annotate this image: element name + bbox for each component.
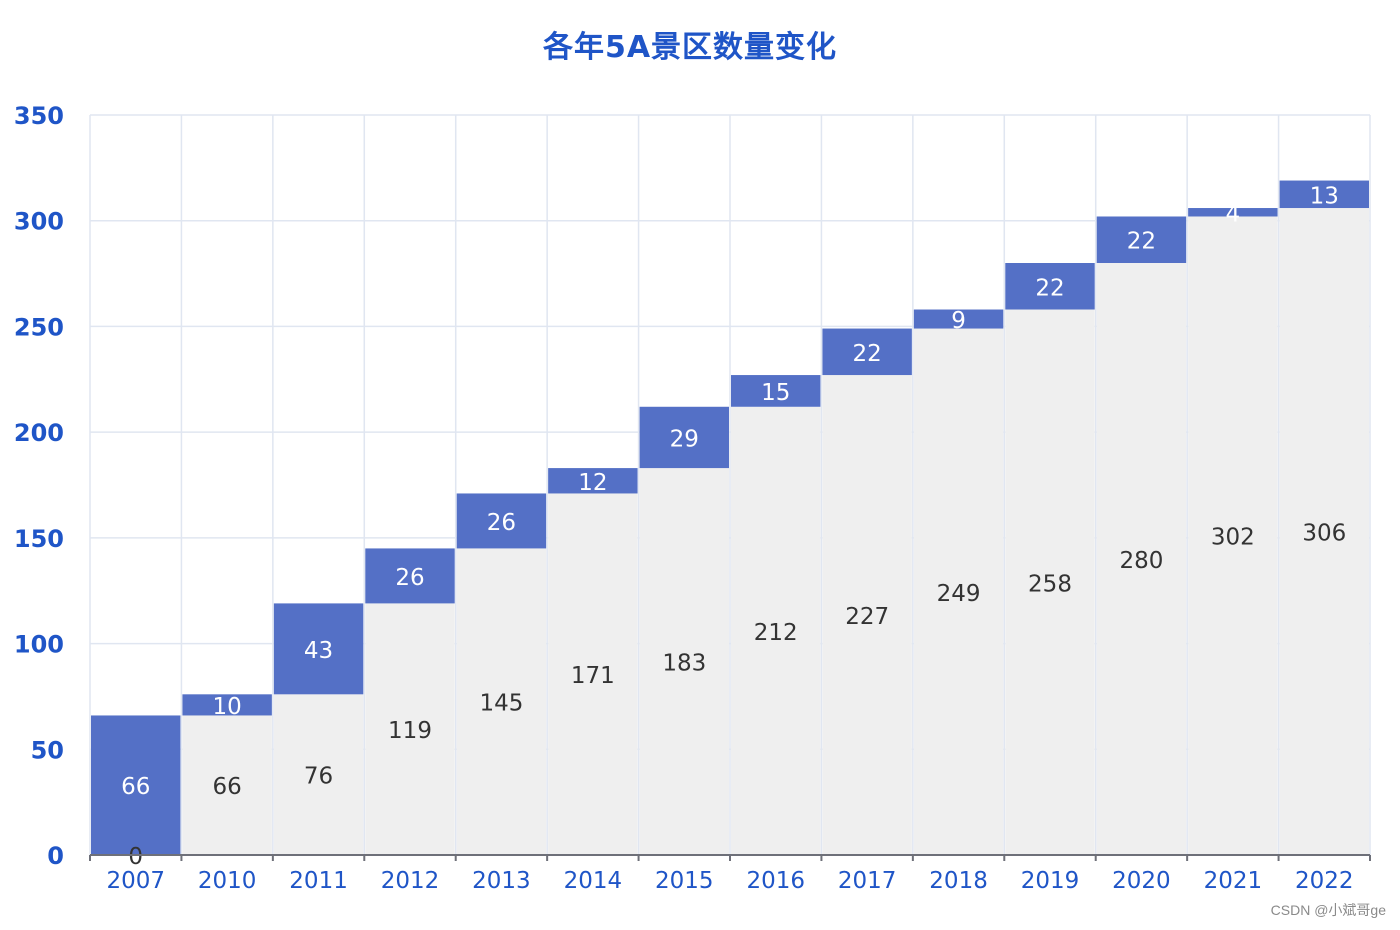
base-bar (1096, 263, 1187, 855)
watermark: CSDN @小斌哥ge (1270, 902, 1386, 918)
increase-bar (365, 548, 455, 604)
increase-bar (182, 694, 272, 716)
base-bar (365, 603, 455, 855)
base-bar (273, 694, 364, 855)
x-tick-label: 2021 (1204, 868, 1263, 894)
base-value-label: 258 (1028, 571, 1072, 597)
x-tick-label: 2016 (746, 868, 805, 894)
increase-bar (456, 493, 547, 549)
increase-bar (822, 328, 912, 376)
x-tick-label: 2019 (1021, 868, 1080, 894)
base-value-label: 171 (571, 663, 615, 689)
increase-value-label: 66 (121, 774, 150, 800)
base-value-label: 76 (304, 764, 333, 790)
increase-bar (273, 603, 364, 695)
base-bar (1005, 309, 1095, 855)
x-tick-label: 2017 (838, 868, 897, 894)
increase-bar (1279, 180, 1369, 209)
base-bar (456, 548, 547, 855)
increase-value-label: 12 (578, 470, 607, 496)
base-bar (731, 406, 821, 855)
base-value-label: 306 (1302, 521, 1346, 547)
increase-value-label: 10 (213, 694, 242, 720)
x-tick-label: 2018 (929, 868, 988, 894)
increase-value-label: 26 (487, 510, 516, 536)
base-value-label: 0 (128, 844, 143, 870)
y-tick-label: 150 (14, 525, 64, 553)
y-tick-label: 200 (14, 419, 64, 447)
increase-value-label: 43 (304, 638, 333, 664)
base-bar (1188, 216, 1278, 855)
y-tick-label: 300 (14, 208, 64, 236)
increase-value-label: 13 (1310, 183, 1339, 209)
base-value-label: 66 (213, 774, 242, 800)
increase-value-label: 9 (951, 308, 966, 334)
x-tick-label: 2014 (564, 868, 623, 894)
y-tick-label: 0 (47, 842, 64, 870)
base-value-label: 280 (1119, 548, 1163, 574)
base-value-label: 227 (845, 604, 889, 630)
base-bar (182, 715, 272, 855)
increase-value-label: 22 (853, 341, 882, 367)
increase-bar (639, 406, 729, 469)
base-value-label: 212 (754, 620, 798, 646)
x-tick-label: 2020 (1112, 868, 1171, 894)
base-bar (822, 375, 912, 855)
increase-bar (91, 715, 181, 855)
increase-bar (548, 468, 638, 494)
x-tick-label: 2010 (198, 868, 257, 894)
increase-value-label: 26 (395, 565, 424, 591)
x-tick-label: 2015 (655, 868, 714, 894)
x-tick-label: 2011 (289, 868, 348, 894)
y-tick-label: 350 (14, 102, 64, 130)
increase-value-label: 22 (1035, 275, 1064, 301)
increase-bar (913, 309, 1004, 329)
base-value-label: 119 (388, 718, 432, 744)
base-bar (913, 328, 1004, 855)
x-tick-label: 2022 (1295, 868, 1354, 894)
increase-value-label: 29 (670, 426, 699, 452)
increase-value-label: 22 (1127, 229, 1156, 255)
increase-value-label: 15 (761, 380, 790, 406)
x-tick-label: 2007 (106, 868, 165, 894)
base-bar (1279, 208, 1369, 855)
increase-bar (1096, 216, 1187, 263)
increase-bar (1005, 263, 1095, 310)
base-bar (548, 493, 638, 855)
increase-bar (731, 375, 821, 407)
increase-value-label: 4 (1226, 201, 1241, 227)
y-tick-label: 50 (31, 736, 64, 764)
base-value-label: 302 (1211, 525, 1255, 551)
chart-title: 各年5A景区数量变化 (542, 30, 838, 65)
base-bar (639, 468, 729, 855)
base-value-label: 145 (479, 691, 523, 717)
y-tick-label: 100 (14, 631, 64, 659)
x-tick-label: 2012 (381, 868, 440, 894)
base-value-label: 183 (662, 651, 706, 677)
x-tick-label: 2013 (472, 868, 531, 894)
y-tick-label: 250 (14, 313, 64, 341)
base-value-label: 249 (937, 581, 981, 607)
increase-bar (1188, 208, 1278, 217)
